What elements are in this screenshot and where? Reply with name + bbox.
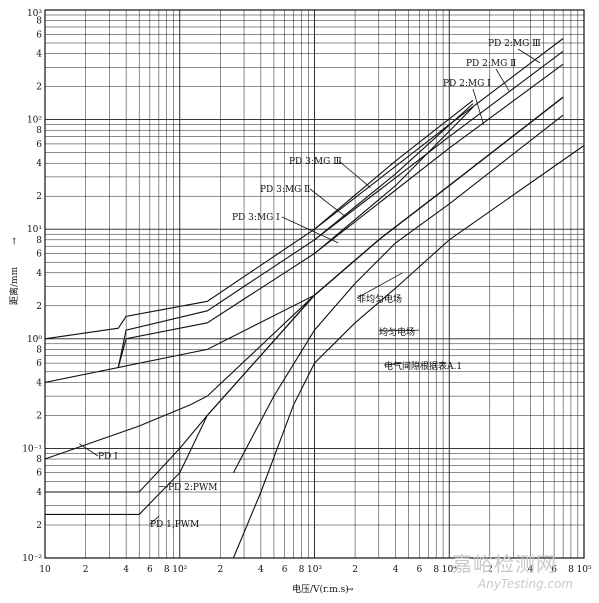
x-axis-arrow: →	[346, 585, 354, 595]
series-line	[117, 103, 474, 368]
annotation-label: 非均匀电场	[357, 293, 402, 305]
x-tick-label: 4	[258, 565, 264, 575]
grid	[44, 10, 584, 559]
x-tick-label: 8	[299, 565, 305, 575]
annotation-leader	[378, 329, 420, 332]
y-tick-label: 2	[36, 411, 42, 421]
x-tick-label: 2	[217, 565, 223, 575]
y-tick-label: 2	[36, 521, 42, 531]
series-line	[44, 96, 564, 383]
annotation-label: 电气间隙根据表A.1	[384, 360, 462, 372]
x-tick-label: 4	[123, 565, 129, 575]
watermark-cn: 嘉峪检测网	[452, 552, 557, 576]
watermark-en: AnyTesting.com	[478, 577, 574, 591]
tick-labels: 10 2 4 6 8 10² 2 4 6 8 10³ 2 4 6 8 10⁴ 2 4 6 8 10⁵10⁻²246810…	[22, 9, 592, 575]
y-tick-label: 2	[36, 192, 42, 202]
curves	[44, 38, 585, 559]
annotation-label: 均匀电场	[379, 326, 415, 338]
y-tick-label: 10⁰	[27, 335, 42, 345]
x-tick-label: 6	[282, 565, 288, 575]
y-tick-label: 8	[36, 236, 42, 246]
x-axis-title: 电压/V(r.m.s)	[292, 583, 349, 595]
y-axis-title: 距离/mm	[8, 266, 20, 305]
series-line	[117, 106, 474, 368]
y-tick-label: 10⁻¹	[22, 444, 42, 454]
x-tick-label: 2	[352, 565, 358, 575]
annotation-leader	[383, 362, 403, 366]
y-tick-label: 6	[36, 30, 42, 40]
y-tick-label: 4	[36, 378, 42, 388]
y-tick-label: 4	[36, 488, 42, 498]
y-tick-label: 4	[36, 50, 42, 60]
annotation-label: PD 2:MG Ⅱ	[466, 59, 516, 69]
x-tick-label: 4	[528, 565, 534, 575]
annotation-leaders	[79, 48, 541, 525]
annotation-leader	[517, 48, 541, 64]
series-line	[314, 38, 564, 230]
y-tick-label: 6	[36, 140, 42, 150]
y-tick-label: 6	[36, 359, 42, 369]
y-tick-label: 2	[36, 302, 42, 312]
annotation-label: PD 3:MG Ⅲ	[289, 157, 342, 167]
annotation-leader	[79, 443, 99, 457]
annotation-leader	[356, 272, 403, 299]
x-tick-label: 2	[83, 565, 89, 575]
annotation-leader	[495, 68, 510, 92]
series-line	[314, 63, 564, 254]
annotation-leader	[149, 516, 160, 525]
y-tick-label: 4	[36, 269, 42, 279]
x-tick-label: 8	[568, 565, 574, 575]
series-line	[232, 114, 564, 473]
series-line	[44, 99, 474, 340]
y-tick-label: 6	[36, 250, 42, 260]
annotation-label: PD 2:PWM	[168, 483, 217, 493]
x-tick-label: 8	[164, 565, 170, 575]
annotation-label: PD 2:MG Ⅰ	[443, 79, 491, 89]
y-tick-label: 8	[36, 17, 42, 27]
y-tick-label: 10³	[27, 9, 42, 19]
annotation-label: PD 3:MG Ⅰ	[232, 213, 280, 223]
x-tick-label: 6	[416, 565, 422, 575]
y-tick-label: 2	[36, 83, 42, 93]
x-tick-label: 8	[433, 565, 439, 575]
annotation-leader	[158, 486, 169, 488]
y-tick-label: 10⁻²	[22, 554, 42, 564]
annotation-leader	[472, 88, 485, 125]
series-line	[44, 96, 564, 460]
x-tick-label: 6	[147, 565, 153, 575]
x-tick-label: 4	[393, 565, 399, 575]
x-tick-label: 10²	[172, 565, 187, 575]
annotation-leader	[338, 160, 371, 188]
x-tick-label: 10⁴	[442, 565, 457, 575]
series-line	[232, 145, 585, 559]
x-tick-label: 10	[39, 565, 51, 575]
annotation-label: PD 1,PWM	[150, 520, 199, 530]
y-tick-label: 8	[36, 126, 42, 136]
x-tick-label: 10³	[307, 565, 322, 575]
x-tick-label: 2	[487, 565, 493, 575]
annotations: PD 2:MG Ⅲ PD 2:MG Ⅱ PD 2:MG Ⅰ PD 3:MG Ⅲ PD 3…	[98, 39, 541, 530]
annotation-label: PD 2:MG Ⅲ	[488, 39, 541, 49]
y-tick-label: 4	[36, 159, 42, 169]
y-tick-label: 10¹	[27, 225, 42, 235]
y-tick-label: 6	[36, 469, 42, 479]
annotation-leader	[281, 216, 339, 244]
y-tick-label: 10²	[27, 116, 42, 126]
annotation-label: PD 3:MG Ⅱ	[260, 185, 310, 195]
plot-frame	[44, 9, 585, 559]
annotation-leader	[309, 188, 346, 218]
y-tick-label: 8	[36, 455, 42, 465]
y-axis-arrow: →	[10, 237, 20, 245]
x-tick-label: 6	[551, 565, 557, 575]
annotation-label: PD Ⅰ	[98, 452, 118, 462]
y-tick-label: 8	[36, 345, 42, 355]
x-tick-label: 10⁵	[576, 565, 591, 575]
series-line	[314, 50, 564, 241]
